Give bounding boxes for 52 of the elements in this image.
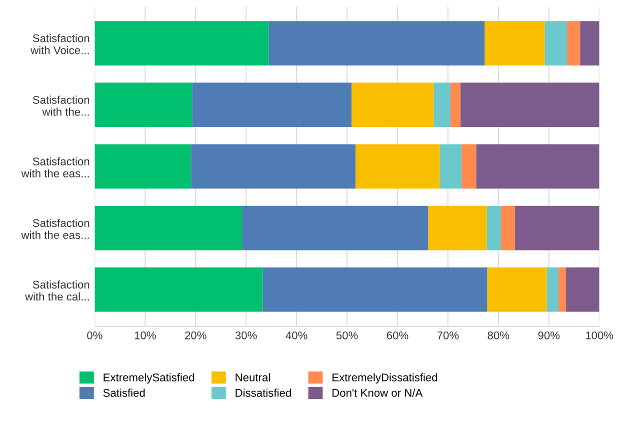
x-tick-label: 40% <box>286 331 308 340</box>
bar <box>515 206 600 250</box>
bar <box>428 206 487 250</box>
bar <box>544 21 568 66</box>
bar <box>580 21 600 66</box>
legend-label: ExtremelySatisfied <box>104 373 194 384</box>
legend-label: Dissatisfied <box>236 388 291 397</box>
legend-label: Neutral <box>236 373 270 382</box>
bar <box>192 82 352 128</box>
bar <box>262 267 488 312</box>
bar <box>462 144 476 189</box>
bar <box>434 82 450 128</box>
bar <box>546 267 558 312</box>
bar <box>356 144 440 189</box>
bar <box>460 82 600 128</box>
x-tick-label: 70% <box>437 331 459 340</box>
bar <box>486 206 501 250</box>
bar <box>558 267 566 312</box>
x-tick-label: 30% <box>235 331 257 340</box>
bar <box>94 82 192 128</box>
bar <box>500 206 516 250</box>
bar <box>484 21 545 66</box>
y-tick-label: Satisfaction with the... <box>32 96 90 116</box>
bar <box>94 144 192 189</box>
bar <box>94 206 242 250</box>
bar <box>566 267 600 312</box>
legend-label: Satisfied <box>103 388 145 397</box>
bar <box>191 144 356 189</box>
x-tick-label: 90% <box>538 331 560 340</box>
bar <box>476 144 600 189</box>
x-tick-label: 10% <box>134 331 156 340</box>
legend-label: ExtremelyDissatisfied <box>332 373 438 384</box>
x-tick-label: 60% <box>386 331 408 340</box>
bar <box>352 82 434 128</box>
bar <box>487 267 547 312</box>
x-tick-label: 100% <box>586 331 614 340</box>
bar <box>268 21 485 66</box>
legend-label: Don't Know or N/A <box>332 388 423 397</box>
bar <box>450 82 461 128</box>
y-tick-label: Satisfaction with the eas... <box>21 157 90 178</box>
x-tick-label: 50% <box>336 331 358 340</box>
bar <box>567 21 580 66</box>
bar <box>242 206 428 250</box>
x-tick-label: 0% <box>87 331 102 340</box>
x-tick-label: 20% <box>185 331 206 340</box>
bar <box>94 267 263 312</box>
x-tick-label: 80% <box>488 331 510 340</box>
y-tick-label: Satisfaction with the cal... <box>24 280 90 301</box>
y-tick-label: Satisfaction with the eas... <box>21 218 90 239</box>
bar <box>440 144 462 189</box>
bar <box>94 21 269 66</box>
y-tick-label: Satisfaction with Voice... <box>30 34 90 54</box>
